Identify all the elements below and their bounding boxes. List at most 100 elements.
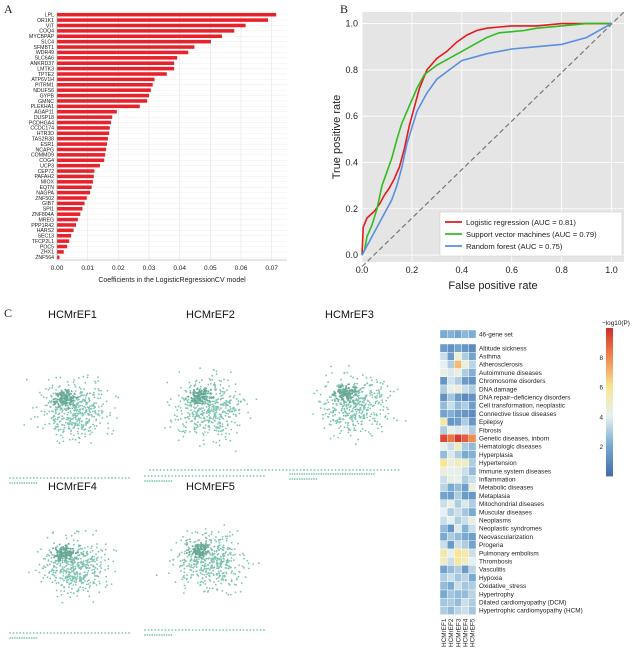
heatmap-cell [447,409,455,418]
bar [57,12,277,17]
network-node [209,562,212,564]
network-node [378,423,381,425]
network-node [67,417,70,419]
isolated-node [170,469,172,471]
isolated-node [11,637,14,639]
network-node [80,388,82,390]
network-node [106,584,108,586]
network-node [216,565,219,568]
colorbar-segment [606,379,613,383]
network-node [219,413,222,416]
isolated-node [282,469,284,471]
network-node [192,563,195,566]
network-node [78,386,81,389]
network-node [327,416,330,418]
network-node [190,569,193,572]
network-node [330,424,332,426]
network-node [84,580,86,582]
network-node [342,411,344,414]
network-node [56,398,59,401]
network-node [361,427,364,430]
network-node [77,418,80,421]
heatmap-cell [454,360,462,369]
network-node [369,415,371,418]
network-node [225,579,227,582]
network-node [77,427,80,430]
network-node [85,417,88,420]
heatmap-cell [439,450,448,460]
network-node [71,407,74,410]
isolated-node [246,475,248,477]
network-node [100,567,103,569]
network-node [88,400,91,403]
network-node [62,546,65,548]
network-node [114,570,117,573]
network-node [193,388,195,391]
network-node [65,418,68,421]
row-label: Dilated cardiomyopathy (DCM) [479,600,566,607]
network-node [57,425,59,427]
network-node [332,411,334,414]
bar [57,190,91,195]
isolated-node [156,634,158,636]
network-node [59,407,62,409]
network-node [354,418,357,420]
heatmap-cell [439,532,448,542]
network-node [104,568,107,571]
y-tick-label: 0.0 [345,250,358,260]
network-node [387,396,389,399]
network-node [223,558,225,560]
isolated-node [329,473,332,475]
network-node [214,406,217,408]
network-node [215,373,218,376]
network-node [77,396,80,399]
network-node [61,391,64,394]
isolated-node [188,475,191,477]
isolated-node [191,629,194,631]
network-node [361,400,364,403]
network-node [34,569,37,572]
row-label: Oxidative_stress [479,583,526,590]
network-node [74,552,77,555]
colorbar-tick-label: 2 [599,444,603,451]
isolated-node [25,482,28,484]
network-node [215,401,217,404]
network-node [54,576,57,579]
network-node [329,437,332,440]
network-node [197,409,199,412]
isolated-node [305,478,308,480]
network-node [358,414,361,417]
network-node [207,425,210,428]
network-node [195,544,198,547]
network-node [88,407,91,410]
heatmap-cell [454,401,462,410]
network-node [196,392,199,395]
network-node [64,577,67,580]
network-node [347,404,350,406]
colorbar-segment [606,466,613,469]
isolated-node [373,469,375,471]
y-tick-label: TFCP2L1 [32,239,54,245]
network-node [79,395,81,398]
network-node [61,415,64,418]
network-node [48,571,50,574]
network-node [386,385,389,388]
network-node [203,590,206,593]
heatmap-cell [447,401,455,410]
network-node [215,393,218,395]
isolated-node [370,473,373,475]
network-node [70,412,72,414]
network-node [347,421,350,424]
isolated-node [327,473,330,475]
network-node [92,533,94,536]
network-node [52,569,55,572]
network-node [55,582,58,585]
network-node [369,392,371,395]
isolated-node [114,477,117,479]
network-node [197,396,200,399]
network-node [352,414,354,417]
isolated-node [30,482,33,484]
isolated-node [144,480,146,482]
isolated-node [298,473,301,475]
isolated-node [322,473,325,475]
